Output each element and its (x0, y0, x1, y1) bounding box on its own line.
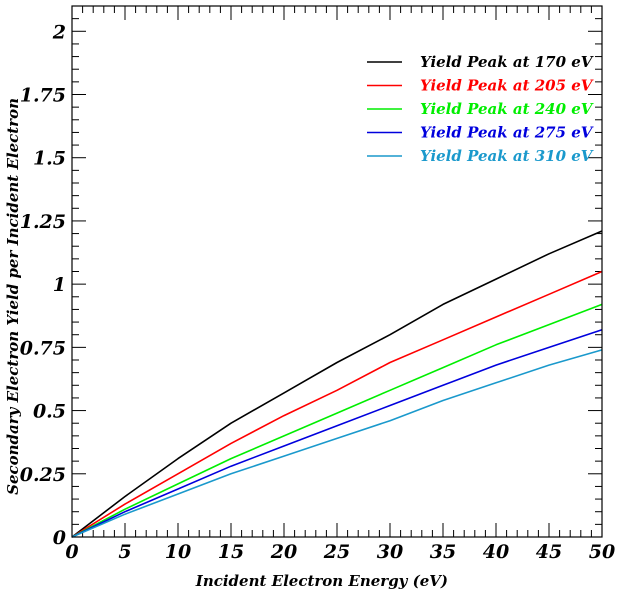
y-tick-label: 0 (53, 527, 66, 549)
legend-label: Yield Peak at 310 eV (420, 147, 594, 165)
y-tick-label: 0.5 (33, 401, 66, 423)
plot-frame (71, 5, 603, 538)
y-tick-label: 1.25 (20, 211, 66, 233)
x-tick-label: 10 (165, 541, 191, 563)
series-line (71, 270, 603, 538)
legend-label: Yield Peak at 240 eV (420, 100, 594, 118)
x-tick-label: 35 (430, 541, 456, 563)
series-line (71, 328, 603, 538)
series-line (71, 349, 603, 538)
legend-label: Yield Peak at 170 eV (420, 53, 594, 71)
series-line (71, 303, 603, 538)
x-tick-label: 25 (323, 541, 350, 563)
x-axis-title: Incident Electron Energy (eV) (195, 572, 448, 590)
y-tick-label: 1.75 (20, 85, 66, 107)
legend: Yield Peak at 170 eV Yield Peak at 205 eV… (367, 53, 594, 165)
y-tick-label: 1.5 (33, 148, 66, 170)
y-tick-label: 1 (53, 274, 66, 296)
series-lines (71, 230, 603, 538)
x-tick-label: 5 (118, 541, 131, 563)
tick-labels: 0 5 10 15 20 25 30 35 40 45 50 0 0.25 0.5 0.75 1 1.25 1.5… (20, 21, 616, 563)
x-tick-label: 15 (218, 541, 244, 563)
x-tick-label: 30 (377, 541, 403, 563)
legend-label: Yield Peak at 205 eV (420, 77, 594, 95)
x-tick-label: 20 (270, 541, 297, 563)
series-line (71, 230, 603, 538)
y-tick-label: 2 (52, 21, 66, 43)
x-tick-label: 50 (589, 541, 615, 563)
x-tick-label: 40 (483, 541, 509, 563)
x-tick-label: 0 (65, 541, 78, 563)
legend-label: Yield Peak at 275 eV (420, 124, 594, 142)
x-tick-label: 45 (536, 541, 562, 563)
y-tick-label: 0.25 (20, 464, 66, 486)
y-tick-label: 0.75 (20, 337, 66, 359)
y-axis-title: Secondary Electron Yield per Incident El… (4, 98, 22, 495)
